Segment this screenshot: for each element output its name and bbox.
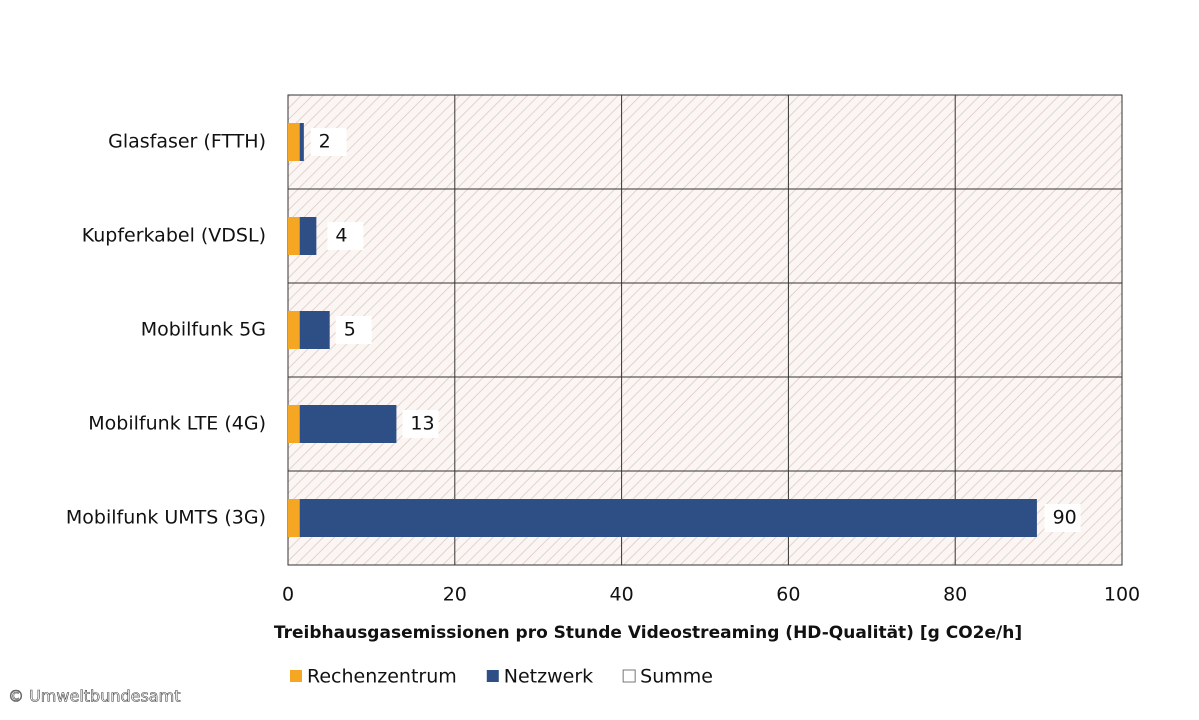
y-tick-label: Mobilfunk 5G <box>141 319 266 341</box>
y-tick-label: Kupferkabel (VDSL) <box>82 225 266 247</box>
bar <box>288 217 300 255</box>
legend-swatch <box>486 670 499 682</box>
bar <box>299 405 397 443</box>
bar <box>288 405 300 443</box>
legend-label: Rechenzentrum <box>307 666 457 688</box>
bar <box>288 123 300 161</box>
credit: © Umweltbundesamt <box>8 687 180 706</box>
legend-label: Summe <box>640 666 713 688</box>
total-label-box <box>402 410 439 438</box>
total-label-box <box>327 222 364 250</box>
y-tick-label: Glasfaser (FTTH) <box>108 131 266 153</box>
x-tick-label: 60 <box>776 584 800 606</box>
total-label-box <box>310 128 347 156</box>
data-label: 5 <box>344 319 356 341</box>
x-tick-label: 40 <box>610 584 634 606</box>
y-tick-label: Mobilfunk LTE (4G) <box>88 413 266 435</box>
data-label: 4 <box>335 225 347 247</box>
total-label-box <box>335 316 372 344</box>
x-tick-label: 100 <box>1104 584 1140 606</box>
bar <box>288 311 300 349</box>
legend-swatch <box>622 669 636 683</box>
total-label-box <box>1044 504 1081 532</box>
bar <box>299 123 304 161</box>
bar <box>288 499 300 537</box>
plot-area <box>287 94 1123 566</box>
bar <box>299 499 1037 537</box>
legend-label: Netzwerk <box>504 666 593 688</box>
x-axis-title: Treibhausgasemissionen pro Stunde Videos… <box>274 623 1022 643</box>
x-tick-label: 80 <box>943 584 967 606</box>
bar <box>299 311 330 349</box>
data-label: 2 <box>319 131 331 153</box>
y-tick-label: Mobilfunk UMTS (3G) <box>66 507 266 529</box>
x-tick-label: 0 <box>282 584 294 606</box>
data-label: 90 <box>1053 507 1077 529</box>
data-label: 13 <box>410 413 434 435</box>
legend-swatch <box>290 670 302 682</box>
x-tick-label: 20 <box>443 584 467 606</box>
bar <box>299 217 317 255</box>
